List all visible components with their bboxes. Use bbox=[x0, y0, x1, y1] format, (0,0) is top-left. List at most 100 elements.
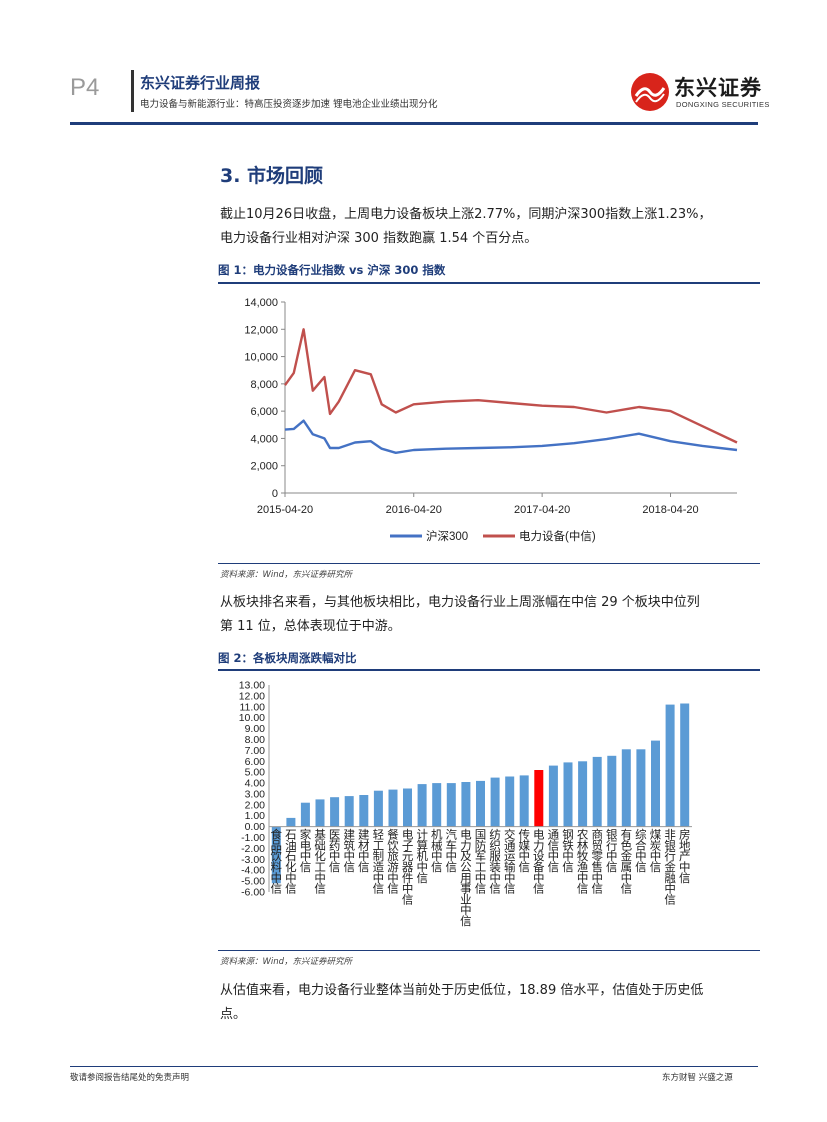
bar bbox=[461, 782, 471, 827]
footer-rule bbox=[70, 1066, 758, 1067]
x-category-label: 建筑中信 bbox=[343, 828, 355, 874]
bar bbox=[373, 790, 383, 827]
paragraph-valuation-line1: 从估值来看，电力设备行业整体当前处于历史低位，18.89 倍水平，估值处于历史低 bbox=[220, 983, 704, 998]
bar bbox=[651, 740, 660, 827]
bar bbox=[271, 826, 281, 884]
paragraph-market-line2: 电力设备行业相对沪深 300 指数跑赢 1.54 个百分点。 bbox=[220, 231, 538, 246]
x-category-label: 商贸零售中信 bbox=[591, 828, 603, 896]
bar bbox=[344, 796, 354, 827]
x-category-label: 非银行金融中信 bbox=[664, 829, 676, 907]
x-category-label: 家电中信 bbox=[300, 828, 312, 874]
x-category-label: 国防军工中信 bbox=[475, 829, 487, 896]
x-category-label: 有色金属中信 bbox=[621, 828, 633, 896]
x-category-label: 传媒中信 bbox=[519, 828, 531, 874]
report-subtitle: 电力设备与新能源行业：特高压投资逐步加速 锂电池企业业绩出现分化 bbox=[140, 99, 438, 110]
x-category-label: 煤炭中信 bbox=[650, 829, 662, 874]
bar bbox=[505, 776, 515, 827]
legend-label: 沪深300 bbox=[426, 529, 468, 543]
y-tick-label: 6.00 bbox=[245, 756, 266, 768]
x-category-label: 机械中信 bbox=[431, 828, 443, 874]
y-tick-label: 8,000 bbox=[250, 379, 278, 391]
y-tick-label: 6,000 bbox=[250, 406, 278, 418]
y-tick-label: 12,000 bbox=[244, 324, 278, 336]
x-category-label: 电力设备中信 bbox=[533, 829, 545, 896]
figure1-source: 资料来源：Wind，东兴证券研究所 bbox=[220, 570, 353, 580]
bar bbox=[665, 704, 675, 827]
x-category-label: 轻工制造中信 bbox=[373, 828, 385, 896]
bar bbox=[534, 770, 544, 827]
x-category-label: 银行中信 bbox=[606, 828, 618, 874]
bar bbox=[446, 783, 456, 827]
x-category-label: 建材中信 bbox=[358, 828, 370, 874]
bar bbox=[621, 749, 631, 827]
y-tick-label: -6.00 bbox=[241, 887, 265, 899]
bar bbox=[578, 761, 588, 827]
x-category-label: 电子元器件中信 bbox=[402, 829, 414, 907]
y-tick-label: -5.00 bbox=[241, 876, 265, 888]
x-category-label: 餐饮旅游中信 bbox=[387, 828, 399, 896]
y-tick-label: 0 bbox=[272, 488, 278, 500]
y-tick-label: 2,000 bbox=[250, 461, 278, 473]
section-title: 3. 市场回顾 bbox=[220, 165, 324, 187]
y-tick-label: 13.00 bbox=[239, 680, 265, 692]
x-category-label: 纺织服装中信 bbox=[489, 828, 501, 896]
series-line-hs300 bbox=[284, 419, 738, 455]
x-category-label: 计算机中信 bbox=[416, 829, 428, 885]
bar bbox=[607, 755, 617, 827]
y-tick-label: -4.00 bbox=[241, 865, 265, 877]
y-tick-label: 14,000 bbox=[244, 297, 278, 309]
y-tick-label: -2.00 bbox=[241, 843, 265, 855]
x-category-label: 农林牧渔中信 bbox=[577, 828, 589, 896]
x-category-label: 交通运输中信 bbox=[504, 828, 516, 896]
report-title: 东兴证券行业周报 bbox=[140, 74, 261, 92]
y-tick-label: 12.00 bbox=[239, 690, 265, 702]
bar bbox=[417, 784, 427, 827]
y-tick-label: 0.00 bbox=[245, 821, 266, 833]
x-category-label: 医药中信 bbox=[329, 830, 341, 874]
x-category-label: 汽车中信 bbox=[446, 828, 458, 874]
y-tick-label: 5.00 bbox=[245, 767, 266, 779]
y-tick-label: 1.00 bbox=[245, 810, 266, 822]
company-logo: 东兴证券 DONGXING SECURITIES bbox=[630, 70, 770, 114]
x-category-label: 石油石化中信 bbox=[285, 830, 297, 896]
bar bbox=[476, 780, 485, 827]
x-category-label: 房地产中信 bbox=[679, 829, 691, 885]
y-tick-label: 4.00 bbox=[245, 778, 266, 790]
bar bbox=[592, 756, 602, 827]
bar bbox=[403, 788, 412, 827]
figure1-title: 图 1：电力设备行业指数 vs 沪深 300 指数 bbox=[218, 263, 446, 277]
paragraph-valuation-line2: 点。 bbox=[220, 1007, 247, 1022]
series-line-power-equipment bbox=[284, 328, 738, 444]
logo-emblem-icon bbox=[631, 73, 669, 111]
y-tick-label: 3.00 bbox=[245, 788, 266, 800]
y-tick-label: 2.00 bbox=[245, 799, 266, 811]
y-tick-label: 4,000 bbox=[250, 433, 278, 445]
x-category-label: 通信中信 bbox=[548, 829, 560, 874]
bar bbox=[548, 765, 558, 827]
bar bbox=[636, 749, 646, 827]
paragraph-ranking-line2: 第 11 位，总体表现位于中游。 bbox=[220, 619, 401, 634]
paragraph-market-line1: 截止10月26日收盘，上周电力设备板块上涨2.77%，同期沪深300指数上涨1.… bbox=[220, 207, 712, 222]
figure1-bottom-rule bbox=[218, 563, 760, 564]
bar bbox=[432, 783, 442, 827]
figure2-top-rule bbox=[218, 669, 760, 671]
bar bbox=[519, 775, 529, 827]
x-tick-label: 2015-04-20 bbox=[257, 504, 313, 516]
figure1-line-chart: 0 2,000 4,000 6,000 8,000 10,000 12,000 14,000 2… bbox=[244, 297, 738, 543]
y-tick-label: 10.00 bbox=[239, 712, 265, 724]
y-tick-label: 11.00 bbox=[240, 701, 266, 713]
figure2-title: 图 2：各板块周涨跌幅对比 bbox=[218, 651, 357, 665]
footer-disclaimer: 敬请参阅报告结尾处的免责声明 bbox=[70, 1073, 190, 1083]
figure2-source: 资料来源：Wind，东兴证券研究所 bbox=[220, 957, 353, 967]
bar bbox=[388, 789, 398, 827]
bar bbox=[563, 762, 573, 827]
figure1-top-rule bbox=[218, 282, 760, 284]
x-category-label: 电力及公用事业中信 bbox=[460, 829, 472, 928]
y-tick-label: 10,000 bbox=[244, 352, 278, 364]
y-tick-label: 7.00 bbox=[245, 745, 266, 757]
y-tick-label: 8.00 bbox=[245, 734, 266, 746]
y-tick-label: -1.00 bbox=[241, 832, 265, 844]
x-tick-label: 2017-04-20 bbox=[514, 504, 570, 516]
y-tick-label: 9.00 bbox=[245, 723, 266, 735]
header-rule bbox=[70, 122, 758, 125]
